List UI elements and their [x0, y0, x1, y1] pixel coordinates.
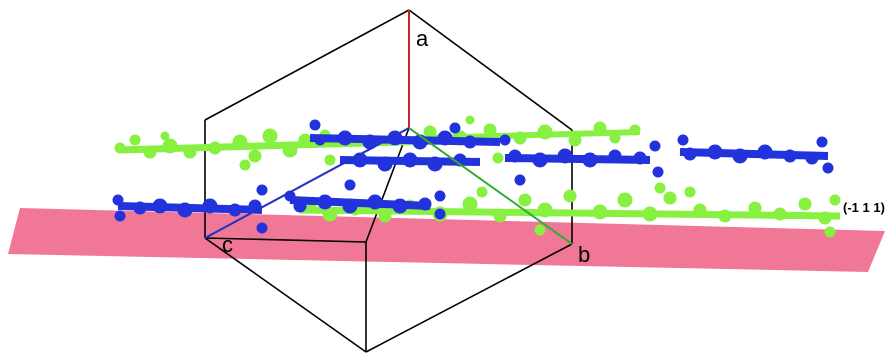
unit-cell: [204, 9, 573, 353]
axis-c-label: c: [222, 232, 233, 257]
axis-b-line: [408, 127, 573, 245]
plane-miller-index-label: (-1 1 1): [843, 200, 885, 215]
axis-b-label: b: [578, 242, 590, 267]
axis-a-label: a: [416, 26, 429, 51]
axis-c-line: [204, 127, 410, 239]
lattice-plane: [8, 208, 885, 272]
